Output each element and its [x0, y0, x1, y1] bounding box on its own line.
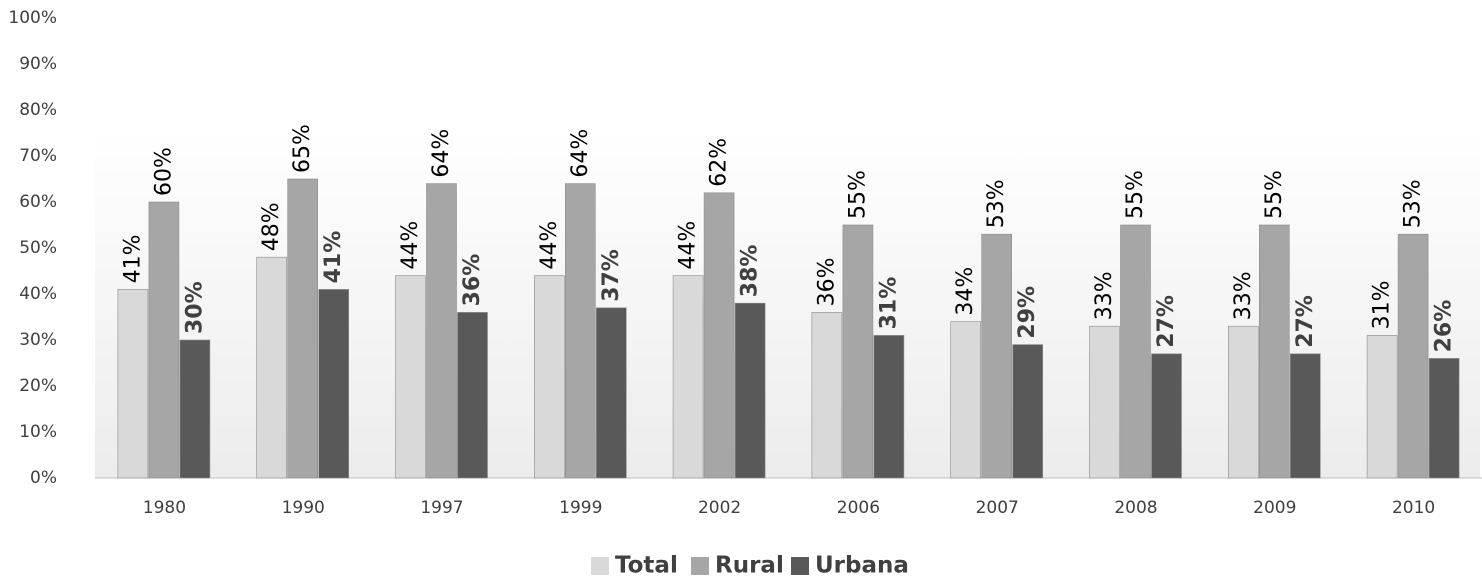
- bar: [1397, 233, 1429, 479]
- y-tick-label: 10%: [19, 422, 57, 442]
- bar: [395, 275, 426, 479]
- value-label: 36%: [814, 257, 839, 306]
- bar: [1012, 344, 1044, 479]
- y-tick-label: 90%: [19, 54, 57, 74]
- bar: [318, 289, 350, 479]
- bar: [672, 275, 704, 479]
- y-tick-label: 60%: [19, 192, 57, 212]
- value-label: 37%: [599, 249, 624, 302]
- bar: [287, 178, 319, 479]
- legend-swatch: [691, 557, 709, 575]
- legend-swatch: [591, 557, 609, 575]
- value-label: 44%: [676, 221, 701, 270]
- bar: [426, 183, 457, 479]
- x-tick-label: 2010: [1392, 498, 1435, 518]
- bar: [1228, 325, 1259, 479]
- value-label: 33%: [1092, 271, 1117, 320]
- value-label: 53%: [1401, 179, 1426, 228]
- bar: [1290, 353, 1321, 479]
- value-label: 41%: [120, 234, 145, 283]
- x-tick-label: 1999: [559, 498, 602, 518]
- value-label: 62%: [707, 138, 732, 187]
- value-label: 36%: [460, 254, 485, 307]
- bar: [1151, 353, 1182, 479]
- bar: [1428, 358, 1460, 479]
- x-tick-label: 2007: [976, 498, 1019, 518]
- value-label: 41%: [321, 231, 346, 284]
- y-tick-label: 20%: [19, 376, 57, 396]
- bar: [256, 256, 288, 479]
- value-label: 53%: [984, 179, 1009, 228]
- legend-label: Rural: [715, 553, 784, 579]
- bar: [950, 321, 982, 479]
- value-label: 33%: [1231, 271, 1256, 320]
- value-label: 55%: [1262, 170, 1287, 219]
- y-tick-label: 80%: [19, 100, 57, 120]
- x-tick-label: 1990: [282, 498, 325, 518]
- x-tick-label: 2009: [1253, 498, 1296, 518]
- value-label: 64%: [568, 129, 593, 178]
- bar: [703, 192, 735, 479]
- value-label: 26%: [1432, 300, 1457, 353]
- y-tick-label: 70%: [19, 146, 57, 166]
- bar: [533, 275, 565, 479]
- value-label: 29%: [1015, 286, 1040, 339]
- y-tick-label: 30%: [19, 330, 57, 350]
- value-label: 65%: [290, 124, 315, 173]
- value-label: 64%: [429, 129, 454, 178]
- bar: [811, 312, 843, 479]
- legend-swatch: [791, 557, 809, 575]
- value-label: 31%: [1370, 280, 1395, 329]
- bar: [595, 307, 627, 479]
- bar: [1259, 224, 1290, 479]
- value-label: 27%: [1154, 295, 1179, 348]
- x-tick-label: 2008: [1114, 498, 1157, 518]
- bar: [564, 183, 596, 479]
- y-tick-label: 40%: [19, 284, 57, 304]
- x-tick-label: 2006: [837, 498, 880, 518]
- value-label: 27%: [1293, 295, 1318, 348]
- x-tick-label: 1997: [420, 498, 463, 518]
- value-label: 44%: [398, 221, 423, 270]
- value-label: 31%: [876, 277, 901, 330]
- bar: [148, 201, 180, 479]
- value-label: 30%: [182, 281, 207, 334]
- legend-label: Total: [615, 553, 678, 579]
- bar: [1120, 224, 1151, 479]
- bar: [873, 335, 905, 479]
- bar: [842, 224, 874, 479]
- value-label: 55%: [845, 170, 870, 219]
- y-tick-label: 100%: [8, 8, 57, 28]
- bar: [1089, 325, 1120, 479]
- bar: [734, 302, 766, 479]
- y-tick-label: 0%: [30, 468, 57, 488]
- value-label: 38%: [738, 245, 763, 298]
- bar: [981, 233, 1013, 479]
- x-tick-label: 1980: [143, 498, 186, 518]
- value-label: 60%: [151, 147, 176, 196]
- value-label: 48%: [259, 202, 284, 251]
- legend-label: Urbana: [815, 553, 909, 579]
- bar: [117, 289, 149, 479]
- bar: [1366, 335, 1398, 479]
- x-tick-label: 2002: [698, 498, 741, 518]
- bar: [457, 312, 488, 479]
- bar: [179, 339, 211, 479]
- y-tick-label: 50%: [19, 238, 57, 258]
- value-label: 55%: [1123, 170, 1148, 219]
- value-label: 44%: [537, 221, 562, 270]
- value-label: 34%: [953, 267, 978, 316]
